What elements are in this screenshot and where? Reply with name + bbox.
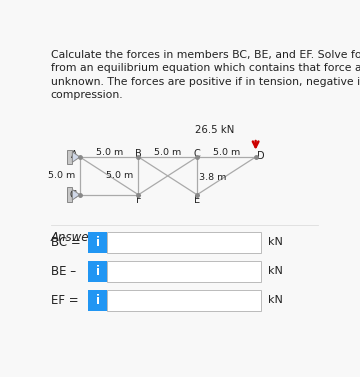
Text: 5.0 m: 5.0 m — [106, 172, 133, 180]
Text: 3.8 m: 3.8 m — [199, 173, 226, 182]
Bar — [67, 150, 72, 164]
Text: i: i — [96, 236, 100, 249]
Text: i: i — [96, 294, 100, 307]
Text: E: E — [194, 195, 200, 205]
Bar — [107, 261, 261, 282]
Text: 5.0 m: 5.0 m — [213, 148, 240, 157]
Text: C: C — [194, 149, 201, 158]
Bar — [107, 290, 261, 311]
Bar — [88, 290, 107, 311]
Text: i: i — [96, 265, 100, 278]
Text: kN: kN — [268, 238, 283, 247]
Text: kN: kN — [268, 296, 283, 305]
Bar — [88, 261, 107, 282]
Bar — [67, 187, 72, 202]
Text: Answers:: Answers: — [50, 231, 104, 244]
Bar — [107, 232, 261, 253]
Text: 5.0 m: 5.0 m — [48, 172, 75, 180]
Text: 5.0 m: 5.0 m — [154, 148, 181, 157]
Text: kN: kN — [268, 267, 283, 276]
Text: A: A — [71, 150, 77, 160]
Text: EF =: EF = — [50, 294, 78, 307]
Bar — [88, 232, 107, 253]
Text: F: F — [136, 195, 141, 205]
Text: BC =: BC = — [50, 236, 80, 249]
Text: BE –: BE – — [50, 265, 76, 278]
Text: 26.5 kN: 26.5 kN — [195, 125, 235, 135]
Text: B: B — [135, 149, 142, 158]
Text: D: D — [257, 152, 265, 161]
Polygon shape — [72, 152, 80, 162]
Text: 5.0 m: 5.0 m — [95, 148, 123, 157]
Polygon shape — [72, 190, 80, 200]
Text: G: G — [70, 190, 77, 200]
Text: Calculate the forces in members BC, BE, and EF. Solve for each force
from an equ: Calculate the forces in members BC, BE, … — [50, 50, 360, 100]
